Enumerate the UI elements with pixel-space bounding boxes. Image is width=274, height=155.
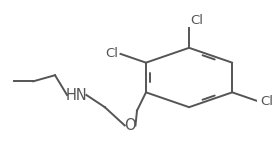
Text: HN: HN xyxy=(66,88,88,102)
Text: Cl: Cl xyxy=(105,47,118,60)
Text: Cl: Cl xyxy=(260,95,273,108)
Text: O: O xyxy=(125,118,136,133)
Text: Cl: Cl xyxy=(190,13,203,27)
